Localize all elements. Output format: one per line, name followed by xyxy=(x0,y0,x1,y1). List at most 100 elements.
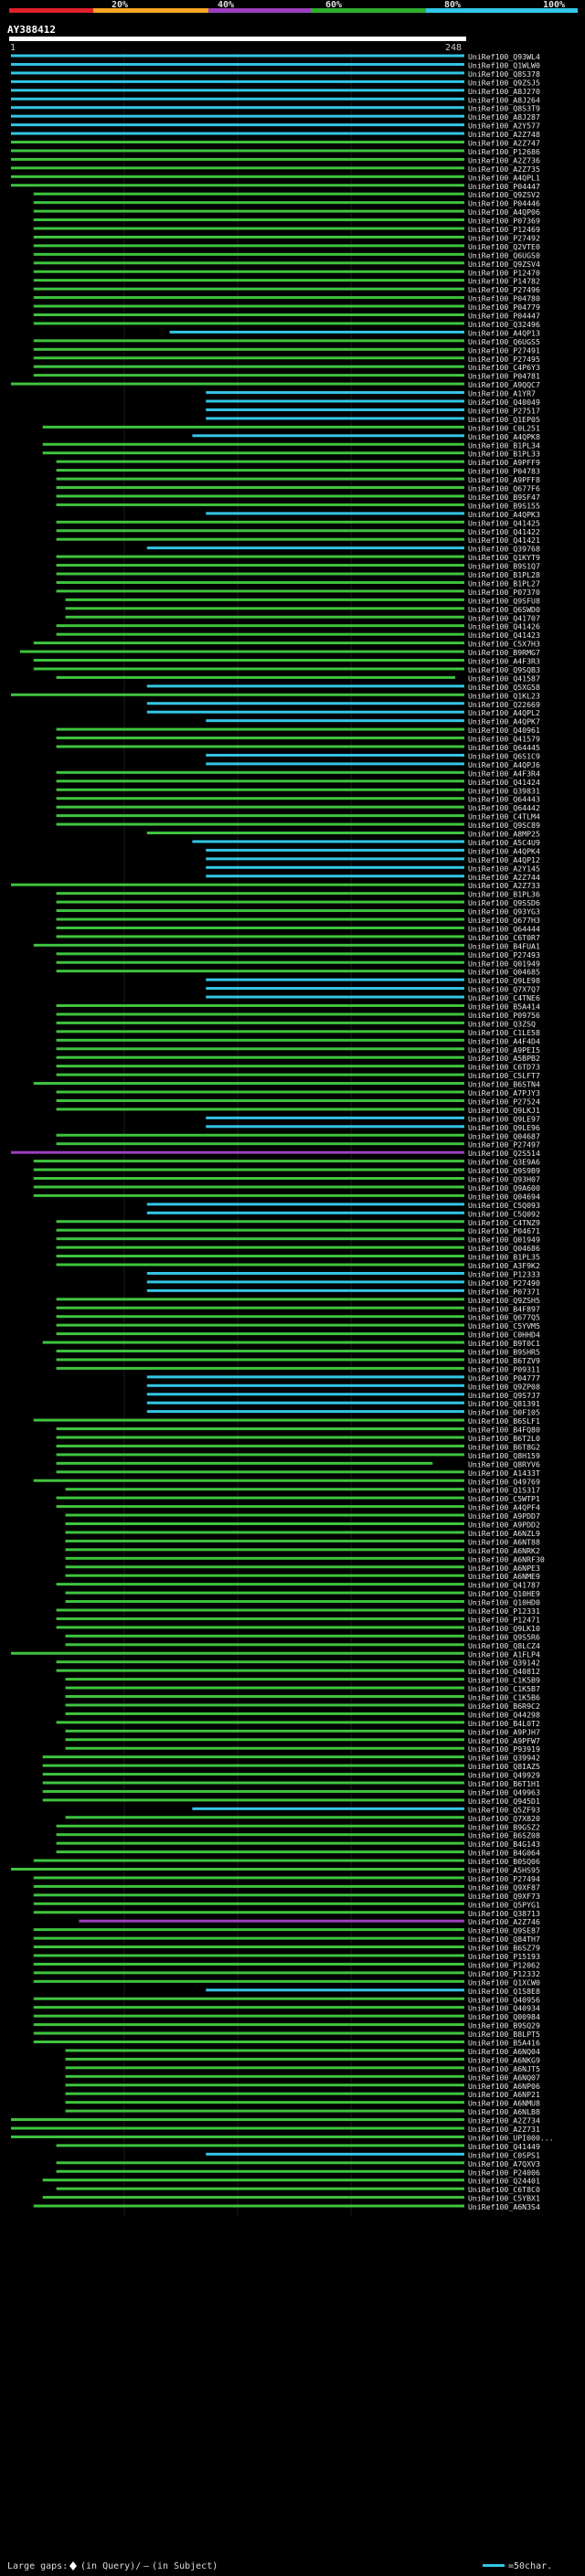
hit-bar[interactable] xyxy=(33,1884,465,1888)
hit-label[interactable]: UniRef100_Q93WL4 xyxy=(468,52,540,61)
hit-bar[interactable] xyxy=(56,737,464,740)
hit-bar[interactable] xyxy=(56,2161,464,2165)
hit-bar[interactable] xyxy=(42,1781,464,1785)
hit-label[interactable]: UniRef100_C5YVM5 xyxy=(468,1321,540,1330)
hit-bar[interactable] xyxy=(56,520,464,524)
hit-row[interactable]: UniRef100_A4QPK3 xyxy=(206,510,540,519)
hit-bar[interactable] xyxy=(56,1047,464,1051)
hit-label[interactable]: UniRef100_P04446 xyxy=(468,199,540,208)
hit-bar[interactable] xyxy=(65,2101,465,2104)
hit-label[interactable]: UniRef100_P04779 xyxy=(468,302,540,312)
hit-bar[interactable] xyxy=(42,1789,464,1793)
hit-bar[interactable] xyxy=(56,1323,464,1327)
hit-label[interactable]: UniRef100_A4F4D4 xyxy=(468,1036,540,1045)
hit-bar[interactable] xyxy=(33,641,465,645)
hit-bar[interactable] xyxy=(33,1193,465,1197)
hit-row[interactable]: UniRef100_B9SHR5 xyxy=(56,1348,540,1357)
hit-bar[interactable] xyxy=(65,1574,465,1577)
hit-row[interactable]: UniRef100_P09311 xyxy=(56,1364,540,1373)
hit-bar[interactable] xyxy=(33,1479,465,1482)
hit-label[interactable]: UniRef100_C5YBX1 xyxy=(468,2194,540,2203)
hit-row[interactable]: UniRef100_Q9XF87 xyxy=(33,1882,540,1892)
hit-label[interactable]: UniRef100_A4QPJ6 xyxy=(468,760,540,769)
hit-row[interactable]: UniRef100_A2Y577 xyxy=(11,122,540,131)
hit-bar[interactable] xyxy=(56,564,464,567)
hit-bar[interactable] xyxy=(146,684,465,688)
hit-bar[interactable] xyxy=(56,935,464,938)
hit-row[interactable]: UniRef100_Q49929 xyxy=(42,1771,540,1780)
hit-row[interactable]: UniRef100_A2Z734 xyxy=(11,2116,540,2125)
hit-row[interactable]: UniRef100_B6SLF1 xyxy=(33,1416,540,1426)
hit-row[interactable]: UniRef100_Q9ZSJ5 xyxy=(11,78,540,87)
hit-row[interactable]: UniRef100_Q945D1 xyxy=(42,1797,540,1806)
hit-label[interactable]: UniRef100_C5LFT7 xyxy=(468,1071,540,1080)
hit-bar[interactable] xyxy=(11,693,464,696)
hit-row[interactable]: UniRef100_A6NME9 xyxy=(65,1572,540,1581)
hit-bar[interactable] xyxy=(206,417,464,420)
hit-bar[interactable] xyxy=(11,141,464,143)
hit-row[interactable]: UniRef100_Q9SSD6 xyxy=(56,898,540,907)
hit-label[interactable]: UniRef100_A2Y577 xyxy=(468,122,540,131)
hit-bar[interactable] xyxy=(56,1030,464,1034)
hit-row[interactable]: UniRef100_P27492 xyxy=(33,233,540,242)
hit-bar[interactable] xyxy=(33,1185,465,1189)
hit-bar[interactable] xyxy=(56,1833,464,1837)
hit-label[interactable]: UniRef100_Q8S378 xyxy=(468,69,540,79)
hit-label[interactable]: UniRef100_Q1EP05 xyxy=(468,415,540,424)
hit-bar[interactable] xyxy=(56,572,464,576)
hit-bar[interactable] xyxy=(65,1548,465,1552)
hit-bar[interactable] xyxy=(56,1505,464,1509)
hit-row[interactable]: UniRef100_Q9SQB3 xyxy=(33,665,540,674)
hit-bar[interactable] xyxy=(65,2092,465,2095)
hit-label[interactable]: UniRef100_B6SLF1 xyxy=(468,1416,540,1426)
hit-label[interactable]: UniRef100_A8J270 xyxy=(468,87,540,96)
hit-bar[interactable] xyxy=(56,1626,464,1629)
hit-row[interactable]: UniRef100_A2Z747 xyxy=(11,139,540,148)
hit-row[interactable]: UniRef100_P27517 xyxy=(206,406,540,415)
hit-label[interactable]: UniRef100_B1PL36 xyxy=(468,890,540,899)
hit-label[interactable]: UniRef100_Q24401 xyxy=(468,2177,540,2186)
hit-row[interactable]: UniRef100_Q9XF73 xyxy=(33,1892,540,1901)
hit-row[interactable]: UniRef100_Q9S9B9 xyxy=(33,1166,540,1175)
hit-row[interactable]: UniRef100_A8J287 xyxy=(11,112,540,122)
hit-row[interactable]: UniRef100_B9GSZ2 xyxy=(56,1822,540,1831)
hit-bar[interactable] xyxy=(33,296,465,300)
hit-label[interactable]: UniRef100_A4QPK7 xyxy=(468,717,540,726)
hit-label[interactable]: UniRef100_B1PL35 xyxy=(468,1253,540,1262)
hit-row[interactable]: UniRef100_A4F4D4 xyxy=(56,1036,540,1045)
hit-row[interactable]: UniRef100_C5LFT7 xyxy=(56,1071,540,1080)
hit-label[interactable]: UniRef100_B9S1Q7 xyxy=(468,562,540,571)
hit-bar[interactable] xyxy=(206,391,464,395)
hit-row[interactable]: UniRef100_B1PL35 xyxy=(56,1253,540,1262)
hit-bar[interactable] xyxy=(11,89,464,92)
hit-row[interactable]: UniRef100_Q93H07 xyxy=(33,1175,540,1184)
hit-label[interactable]: UniRef100_C4TNE6 xyxy=(468,993,540,1002)
hit-bar[interactable] xyxy=(56,1358,464,1362)
hit-row[interactable]: UniRef100_Q49769 xyxy=(33,1477,540,1486)
hit-row[interactable]: UniRef100_Q9LKJ1 xyxy=(56,1106,540,1115)
hit-row[interactable]: UniRef100_P07371 xyxy=(146,1287,540,1296)
hit-label[interactable]: UniRef100_B6STN4 xyxy=(468,1080,540,1089)
hit-bar[interactable] xyxy=(65,1522,465,1525)
hit-bar[interactable] xyxy=(56,1608,464,1612)
hit-bar[interactable] xyxy=(33,1902,465,1905)
hit-bar[interactable] xyxy=(56,624,464,628)
hit-bar[interactable] xyxy=(65,1513,465,1517)
hit-row[interactable]: UniRef100_Q40049 xyxy=(206,398,540,407)
hit-label[interactable]: UniRef100_A6NPE3 xyxy=(468,1564,540,1573)
hit-bar[interactable] xyxy=(56,1350,464,1352)
hit-label[interactable]: UniRef100_D0F105 xyxy=(468,1408,540,1417)
hit-label[interactable]: UniRef100_Q41421 xyxy=(468,535,540,545)
hit-label[interactable]: UniRef100_A6NP21 xyxy=(468,2090,540,2099)
hit-row[interactable]: UniRef100_C1K5B6 xyxy=(65,1693,540,1702)
hit-label[interactable]: UniRef100_Q9SSD6 xyxy=(468,898,540,907)
hit-label[interactable]: UniRef100_A4QPL2 xyxy=(468,708,540,717)
hit-row[interactable]: UniRef100_P27490 xyxy=(146,1278,540,1288)
hit-label[interactable]: UniRef100_Q8RYV6 xyxy=(468,1459,540,1468)
hit-label[interactable]: UniRef100_Q81391 xyxy=(468,1399,540,1408)
hit-label[interactable]: UniRef100_C0L251 xyxy=(468,423,540,432)
hit-bar[interactable] xyxy=(56,1583,464,1586)
hit-label[interactable]: UniRef100_A6NT88 xyxy=(468,1537,540,1546)
hit-bar[interactable] xyxy=(206,753,464,757)
hit-bar[interactable] xyxy=(33,1418,465,1422)
